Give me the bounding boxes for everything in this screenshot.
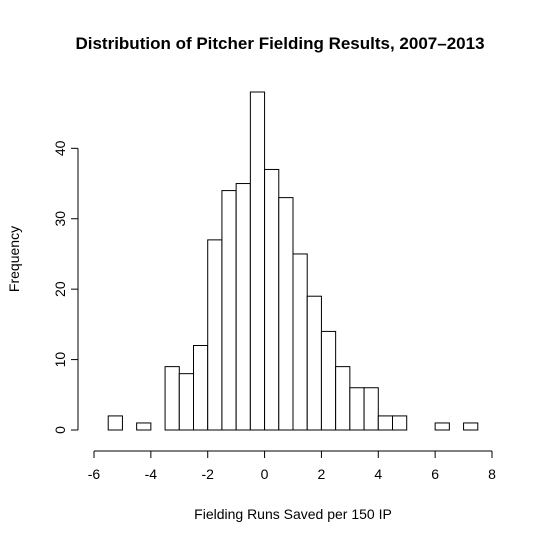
histogram-bars — [107, 91, 479, 431]
x-tick-label: 0 — [261, 466, 269, 482]
x-tick-label: -4 — [145, 466, 158, 482]
x-tick-label: 4 — [374, 466, 382, 482]
chart-title: Distribution of Pitcher Fielding Results… — [75, 34, 484, 53]
y-tick-label: 10 — [52, 352, 68, 368]
histogram-bar — [292, 253, 308, 431]
x-tick-label: 8 — [488, 466, 496, 482]
histogram-bar — [335, 366, 351, 431]
histogram-bar — [463, 422, 479, 431]
histogram-bar — [377, 415, 393, 431]
x-tick-label: 2 — [318, 466, 326, 482]
histogram-bar — [193, 345, 209, 431]
y-axis-label: Frequency — [6, 226, 22, 292]
y-axis: 0 10 20 30 40 — [52, 140, 79, 434]
histogram-bar — [235, 183, 251, 431]
y-tick-label: 30 — [52, 211, 68, 227]
y-tick-label: 0 — [52, 426, 68, 434]
histogram-bar — [320, 330, 337, 431]
x-tick-label: 6 — [431, 466, 439, 482]
histogram-bar — [178, 373, 195, 431]
y-tick-label: 20 — [52, 281, 68, 297]
x-tick-label: -2 — [201, 466, 214, 482]
histogram-bar — [107, 415, 123, 431]
histogram-bar — [221, 190, 237, 431]
x-tick-label: -6 — [88, 466, 101, 482]
histogram-bar — [434, 422, 450, 431]
histogram-bar — [264, 168, 280, 431]
histogram-bar — [278, 197, 294, 431]
histogram-bar — [306, 295, 322, 431]
x-axis-label: Fielding Runs Saved per 150 IP — [194, 506, 392, 522]
x-axis: -6 -4 -2 0 2 4 6 8 — [88, 450, 496, 482]
histogram-bar — [207, 239, 223, 431]
y-tick-label: 40 — [52, 140, 68, 156]
histogram-bar — [136, 422, 152, 431]
histogram-bar — [164, 366, 180, 431]
histogram-bar — [392, 415, 408, 431]
histogram-bar — [349, 387, 365, 431]
histogram-bar — [363, 387, 379, 431]
histogram-bar — [249, 91, 266, 431]
